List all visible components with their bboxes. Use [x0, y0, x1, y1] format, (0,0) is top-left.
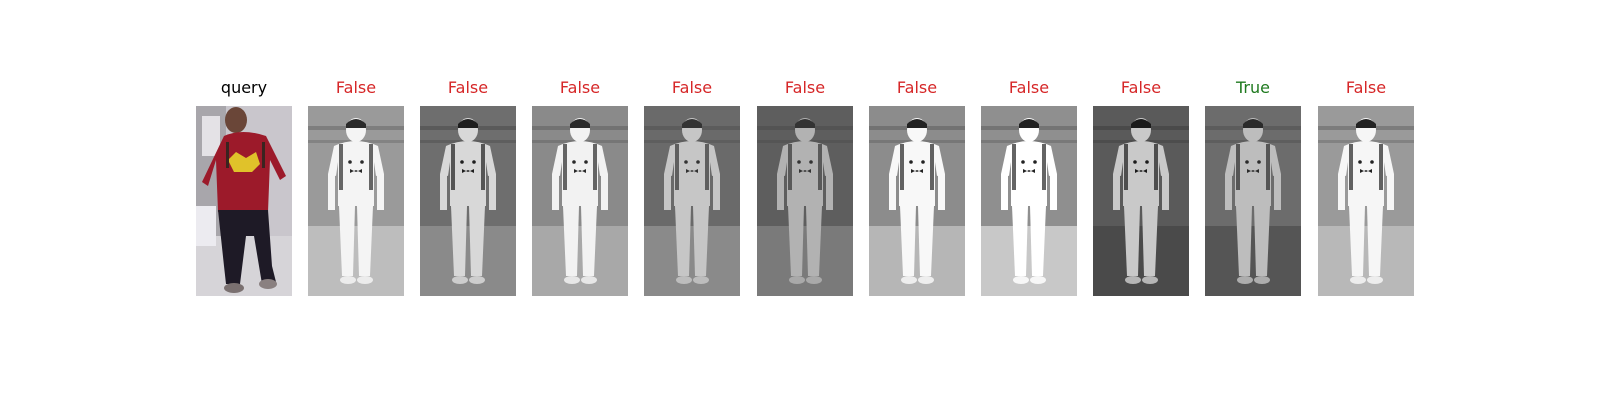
- retrieved-person-image: [981, 106, 1077, 296]
- match-result-label: True: [1236, 78, 1270, 97]
- match-result-label: False: [447, 78, 489, 97]
- retrieved-person-image: [1205, 106, 1301, 296]
- gallery-result-panel: False: [532, 78, 628, 298]
- gallery-result-panel: False: [420, 78, 516, 298]
- match-result-label: False: [1120, 78, 1162, 97]
- gallery-result-panel: False: [981, 78, 1077, 298]
- match-result-label: False: [896, 78, 938, 97]
- match-result-label: False: [1345, 78, 1387, 97]
- gallery-result-panel: True: [1205, 78, 1301, 298]
- gallery-result-panel: False: [1318, 78, 1414, 298]
- query-person-image: [196, 106, 292, 296]
- query-label: query: [220, 78, 268, 97]
- retrieved-person-image: [869, 106, 965, 296]
- retrieved-person-image: [420, 106, 516, 296]
- retrieved-person-image: [757, 106, 853, 296]
- match-result-label: False: [1008, 78, 1050, 97]
- gallery-result-panel: False: [869, 78, 965, 298]
- gallery-result-panel: False: [644, 78, 740, 298]
- gallery-result-panel: False: [308, 78, 404, 298]
- query-panel: query: [196, 78, 292, 298]
- match-result-label: False: [335, 78, 377, 97]
- gallery-result-panel: False: [1093, 78, 1189, 298]
- gallery-result-panel: False: [757, 78, 853, 298]
- retrieved-person-image: [1093, 106, 1189, 296]
- match-result-label: False: [559, 78, 601, 97]
- match-result-label: False: [671, 78, 713, 97]
- match-result-label: False: [784, 78, 826, 97]
- retrieved-person-image: [1318, 106, 1414, 296]
- retrieved-person-image: [532, 106, 628, 296]
- retrieved-person-image: [644, 106, 740, 296]
- retrieved-person-image: [308, 106, 404, 296]
